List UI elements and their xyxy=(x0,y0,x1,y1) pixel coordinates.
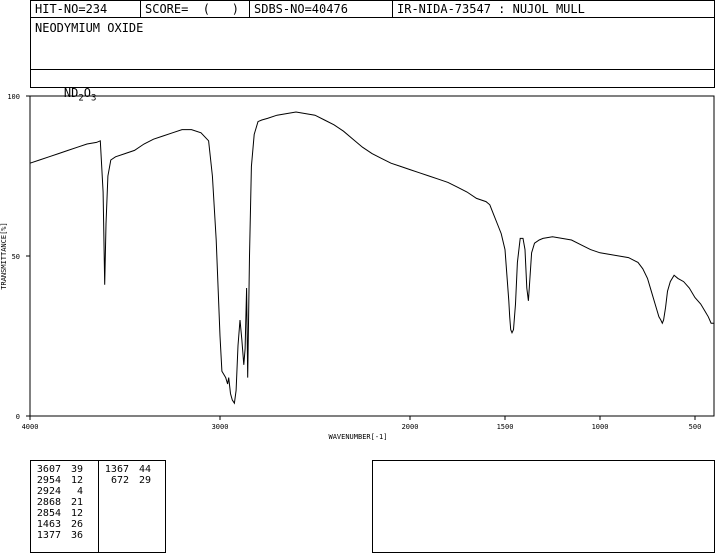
x-tick-label: 1500 xyxy=(497,423,514,431)
x-tick-label: 1000 xyxy=(592,423,609,431)
peak-transmittance: 12 xyxy=(70,475,83,486)
x-tick-label: 500 xyxy=(689,423,702,431)
header-bar: HIT-NO=234 SCORE= ( ) SDBS-NO=40476 IR-N… xyxy=(30,0,715,18)
peak-transmittance: 29 xyxy=(138,475,151,486)
peak-column-1: 3607 39 2954 12 2924 4 2868 21 2854 12 1463 26 1377 3… xyxy=(31,461,99,552)
spectrum-line xyxy=(29,111,714,405)
blank-panel xyxy=(372,460,715,553)
x-axis-label: WAVENUMBER[-1] xyxy=(328,433,387,441)
y-axis-label: TRANSMITTANCE[%] xyxy=(0,222,8,289)
peak-wavenumber: 2868 xyxy=(36,497,61,508)
peak-row: 2954 12 xyxy=(31,475,98,486)
x-tick-label: 3000 xyxy=(212,423,229,431)
peak-wavenumber: 2854 xyxy=(36,508,61,519)
peak-wavenumber: 1463 xyxy=(36,519,61,530)
peak-column-2: 1367 44 672 29 xyxy=(99,461,165,552)
peak-row: 2854 12 xyxy=(31,508,98,519)
peak-transmittance: 21 xyxy=(70,497,83,508)
peak-transmittance: 44 xyxy=(138,464,151,475)
y-tick-label: 0 xyxy=(16,413,20,421)
peak-wavenumber: 3607 xyxy=(36,464,61,475)
y-tick-label: 50 xyxy=(12,253,20,261)
peak-row: 2924 4 xyxy=(31,486,98,497)
peak-row: 1367 44 xyxy=(99,464,165,475)
peak-row: 3607 39 xyxy=(31,464,98,475)
plot-frame xyxy=(29,95,715,417)
peak-row: 1463 26 xyxy=(31,519,98,530)
score-label: SCORE= ( ) xyxy=(141,1,250,18)
peak-wavenumber: 2954 xyxy=(36,475,61,486)
peak-transmittance: 39 xyxy=(70,464,83,475)
peak-wavenumber: 672 xyxy=(110,475,129,486)
x-tick-label: 2000 xyxy=(402,423,419,431)
peak-row: 672 29 xyxy=(99,475,165,486)
peak-wavenumber: 2924 xyxy=(36,486,61,497)
ir-spectrum-chart: 4000 3000 2000 1500 1000 500 0 50 100 TRANSMITTA… xyxy=(0,93,715,441)
peak-wavenumber: 1377 xyxy=(36,530,61,541)
peak-transmittance: 26 xyxy=(70,519,83,530)
peak-wavenumber: 1367 xyxy=(104,464,129,475)
sdbs-no-label: SDBS-NO=40476 xyxy=(250,1,393,18)
peak-transmittance: 36 xyxy=(70,530,83,541)
peak-transmittance: 4 xyxy=(76,486,83,497)
axis-ticks: 4000 3000 2000 1500 1000 500 0 50 100 xyxy=(7,93,701,431)
ir-nida-label: IR-NIDA-73547 : NUJOL MULL xyxy=(397,2,585,16)
y-tick-label: 100 xyxy=(7,93,20,101)
peak-table: 3607 39 2954 12 2924 4 2868 21 2854 12 1463 26 1377 3… xyxy=(30,460,166,553)
x-tick-label: 4000 xyxy=(22,423,39,431)
peak-transmittance: 12 xyxy=(70,508,83,519)
hit-no-label: HIT-NO=234 xyxy=(31,1,141,18)
peak-row: 1377 36 xyxy=(31,530,98,541)
peak-row: 2868 21 xyxy=(31,497,98,508)
compound-name: NEODYMIUM OXIDE xyxy=(35,21,144,35)
